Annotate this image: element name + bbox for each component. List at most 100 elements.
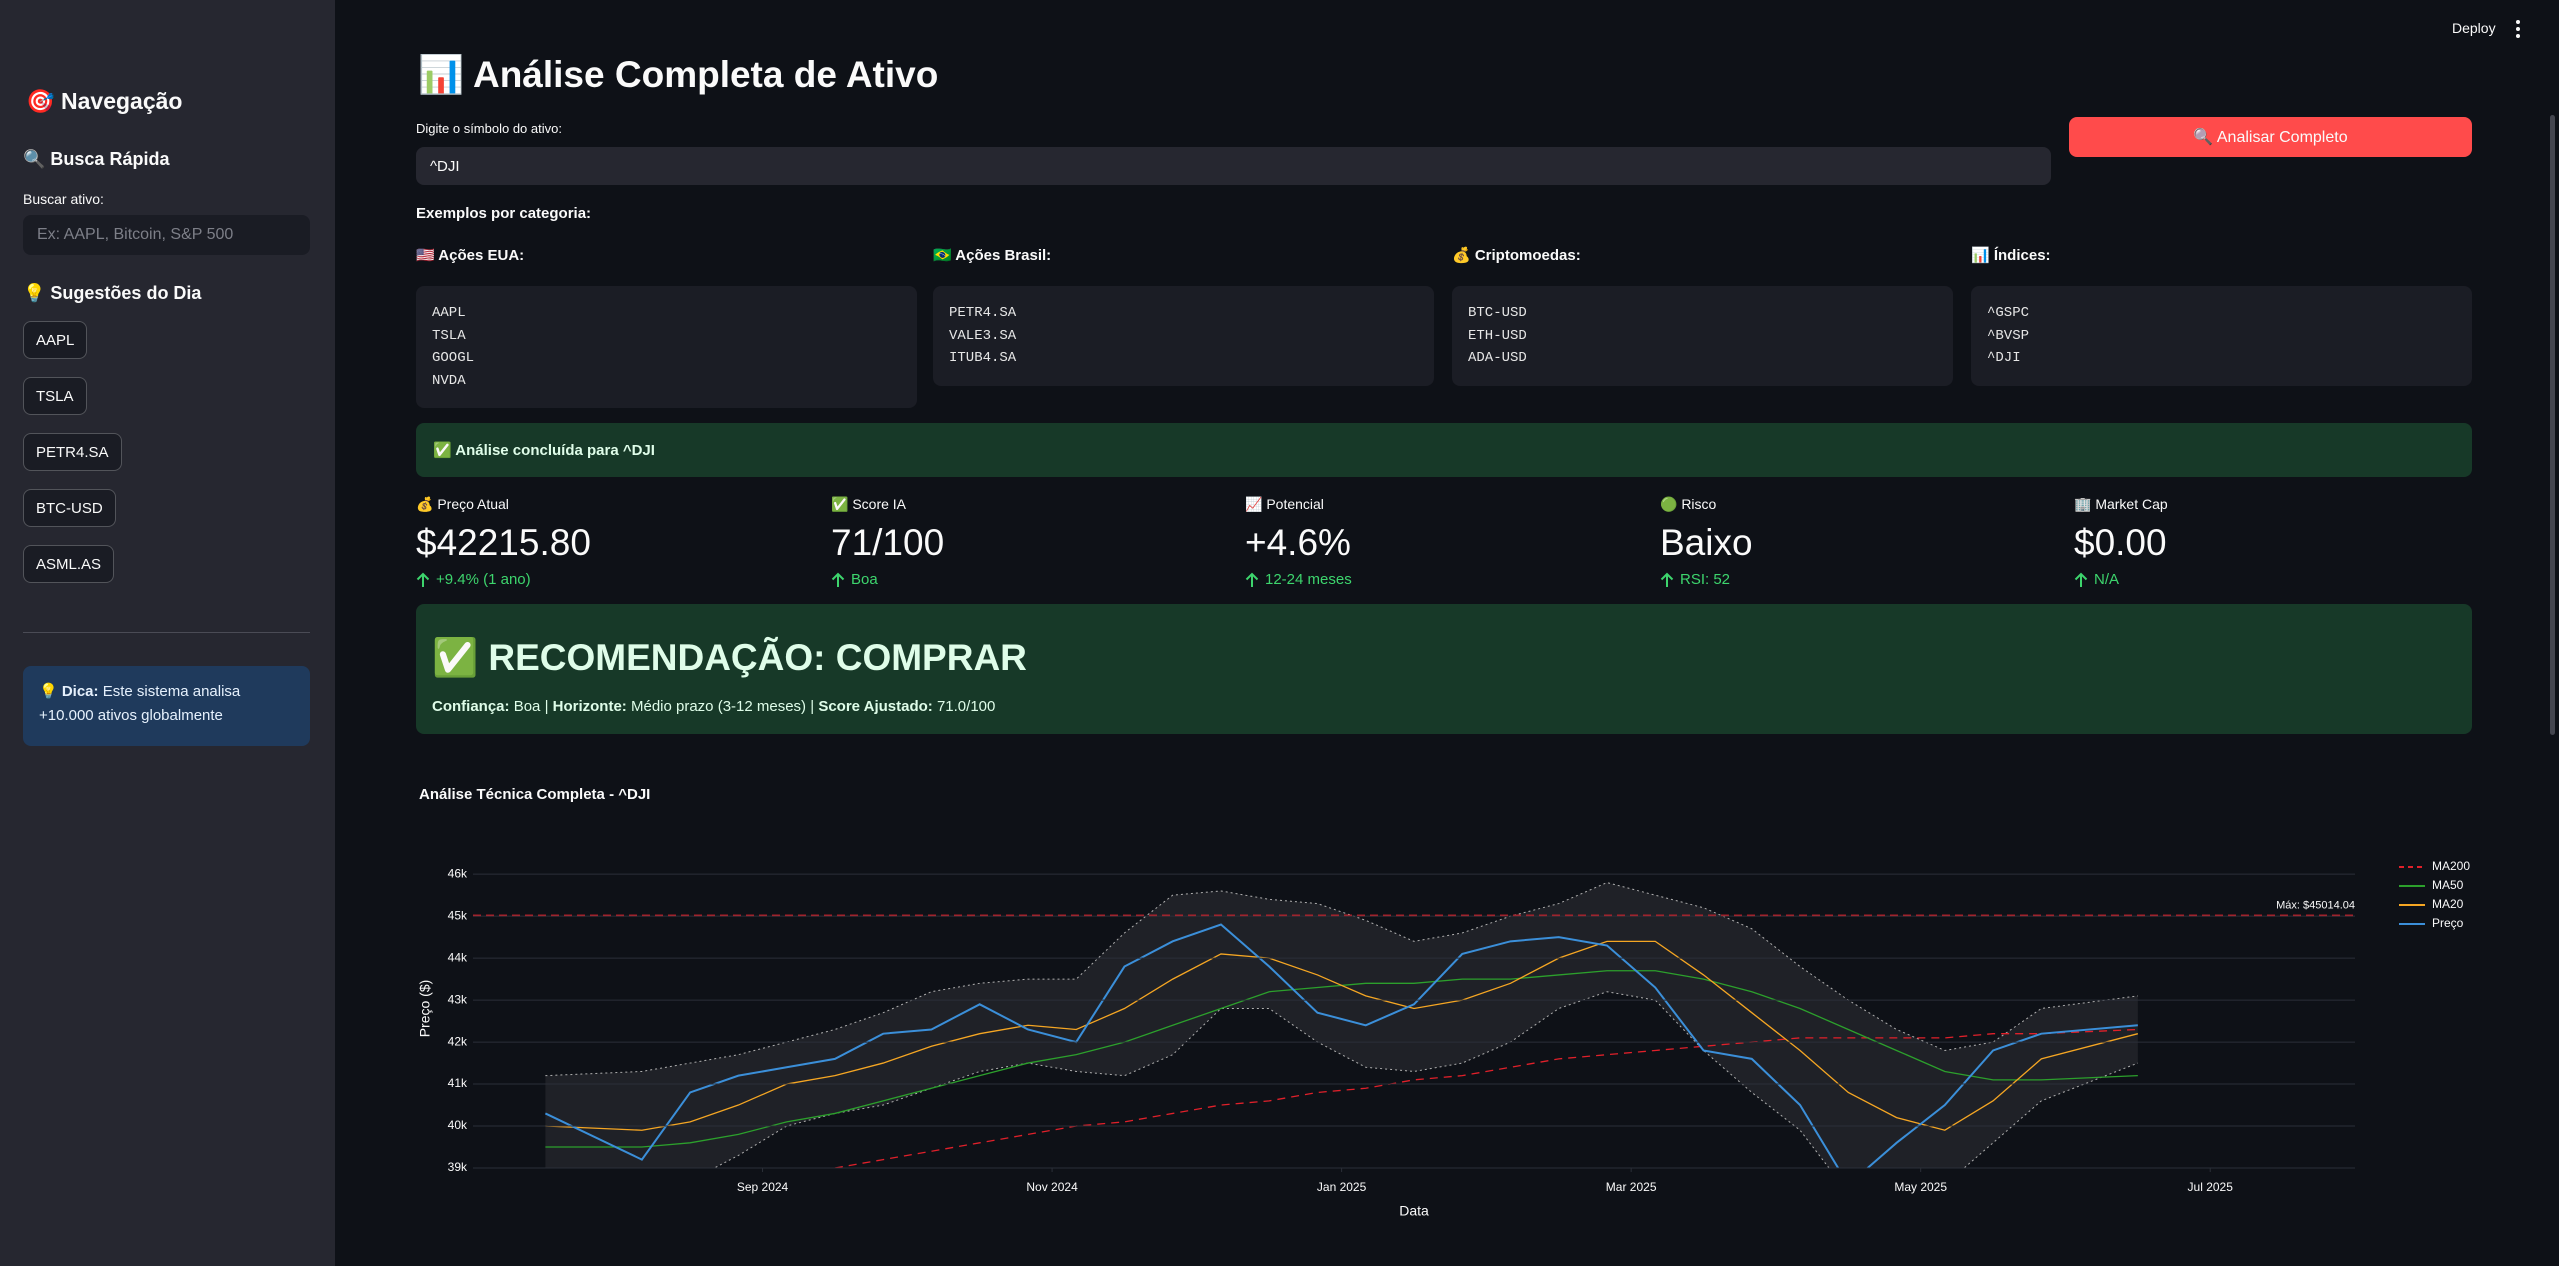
code-line: AAPL [432,305,466,321]
code-line: ITUB4.SA [949,350,1017,366]
x-tick-label: Mar 2025 [1606,1180,1657,1194]
code-block: ^GSPC ^BVSP ^DJI [1971,286,2472,386]
menu-icon[interactable] [2514,18,2522,40]
y-tick-label: 42k [448,1034,468,1048]
search-input[interactable]: Ex: AAPL, Bitcoin, S&P 500 [23,215,310,255]
deploy-button[interactable]: Deploy [2452,20,2496,36]
recommendation-title: ✅ RECOMENDAÇÃO: COMPRAR [432,637,1027,678]
search-heading: 🔍 Busca Rápida [23,149,170,169]
recommendation: ✅ RECOMENDAÇÃO: COMPRAR Confiança: Boa |… [416,604,2472,734]
metric-value: $0.00 [2074,522,2167,563]
delta-arrow [416,572,430,587]
legend-label: MA50 [2432,878,2464,892]
detail-label: Score Ajustado: [818,698,933,715]
metric-delta: +9.4% (1 ano) [416,571,591,588]
detail-value: Boa [513,698,541,715]
y-tick-label: 40k [448,1118,468,1132]
suggestion-button[interactable]: BTC-USD [23,489,116,527]
code-line: ^BVSP [1987,327,2030,344]
metric-delta: RSI: 52 [1660,571,1753,588]
delta-arrow [2074,572,2088,587]
symbol-input[interactable]: ^DJI [416,147,2051,185]
example-heading: 📊 Índices: [1971,247,2051,264]
detail-value: 71.0/100 [936,698,996,715]
x-tick-label: May 2025 [1894,1180,1947,1194]
tip-label: 💡 Dica: [39,683,99,700]
search-label: Buscar ativo: [23,191,104,207]
code-line: PETR4.SA [949,305,1017,321]
y-axis-label: Preço ($) [417,980,433,1038]
metric: 🟢 Risco Baixo RSI: 52 [1660,496,1753,588]
delta-text: 12-24 meses [1265,571,1352,588]
metric-label: 💰 Preço Atual [416,496,509,512]
code-block: BTC-USD ETH-USD ADA-USD [1452,286,1953,386]
delta-text: +9.4% (1 ano) [436,571,531,588]
code-block: PETR4.SA VALE3.SA ITUB4.SA [933,286,1434,386]
code-line: NVDA [432,372,466,389]
analyze-button[interactable]: 🔍 Analisar Completo [2069,117,2472,157]
legend-label: MA20 [2432,897,2464,911]
detail-label: Horizonte: [552,698,627,715]
legend-label: Preço [2432,916,2464,930]
delta-text: N/A [2094,571,2120,588]
chart-title: Análise Técnica Completa - ^DJI [419,786,650,803]
x-tick-label: Sep 2024 [737,1180,789,1194]
tip-text: Este sistema analisa +10.000 ativos glob… [39,683,241,724]
suggestion-button[interactable]: TSLA [23,377,87,415]
example-heading: 💰 Criptomoedas: [1452,247,1581,264]
x-axis-label: Data [1399,1203,1429,1219]
metric-value: Baixo [1660,522,1753,563]
series-line [544,923,2138,1168]
legend-label: MA200 [2432,859,2470,873]
code-line: ADA-USD [1468,350,1527,366]
metric-label: ✅ Score IA [831,496,907,512]
code-line: BTC-USD [1468,305,1527,321]
y-tick-label: 46k [448,866,468,880]
delta-arrow [831,572,845,587]
x-tick-label: Nov 2024 [1026,1180,1078,1194]
y-tick-label: 44k [448,950,468,964]
scrollbar [2550,115,2555,735]
metric-label: 🟢 Risco [1660,496,1717,512]
recommendation-details: Confiança: Boa | Horizonte: Médio prazo … [432,698,995,715]
x-tick-label: Jan 2025 [1317,1180,1367,1194]
code-line: ETH-USD [1468,327,1527,344]
separator: | [544,698,549,715]
page-title: 📊 Análise Completa de Ativo [418,54,939,95]
suggestions-heading: 💡 Sugestões do Dia [23,283,202,303]
band-fill [545,882,2138,1168]
sidebar: 🎯 Navegação 🔍 Busca Rápida Buscar ativo:… [0,0,335,1266]
series-line [545,940,2139,1131]
metric-value: 71/100 [831,522,945,563]
code-line: ^DJI [1987,350,2021,366]
metric: ✅ Score IA 71/100 Boa [831,496,944,588]
code-line: TSLA [432,327,466,344]
suggestion-button[interactable]: ASML.AS [23,545,115,583]
metric: 💰 Preço Atual $42215.80 +9.4% (1 ano) [416,496,591,588]
y-tick-label: 43k [448,992,468,1006]
metric-delta: 12-24 meses [1245,571,1352,588]
example-heading: 🇺🇸 Ações EUA: [416,247,525,264]
metric: 🏢 Market Cap $0.00 N/A [2074,496,2168,588]
max-label: Máx: $45014.04 [2276,899,2355,911]
example-heading: 🇧🇷 Ações Brasil: [933,247,1052,264]
code-line: VALE3.SA [949,327,1017,344]
suggestion-button[interactable]: PETR4.SA [23,433,122,471]
band-lower [713,991,2139,1168]
suggestion-button[interactable]: AAPL [23,321,88,359]
metric-delta: N/A [2074,571,2168,588]
metric-delta: Boa [831,571,944,588]
metric-label: 🏢 Market Cap [2074,496,2168,512]
band-upper [545,882,2138,1077]
detail-value: Médio prazo (3-12 meses) [630,698,807,715]
separator: | [810,698,815,715]
metric: 📈 Potencial +4.6% 12-24 meses [1245,496,1352,588]
divider [23,632,310,633]
code-line: ^GSPC [1987,305,2030,321]
code-line: GOOGL [432,350,475,366]
y-tick-label: 41k [448,1076,468,1090]
examples-heading: Exemplos por categoria: [416,205,592,222]
success-alert: ✅ Análise concluída para ^DJI [416,423,2472,477]
delta-text: Boa [851,571,878,588]
metric-value: $42215.80 [416,522,591,563]
